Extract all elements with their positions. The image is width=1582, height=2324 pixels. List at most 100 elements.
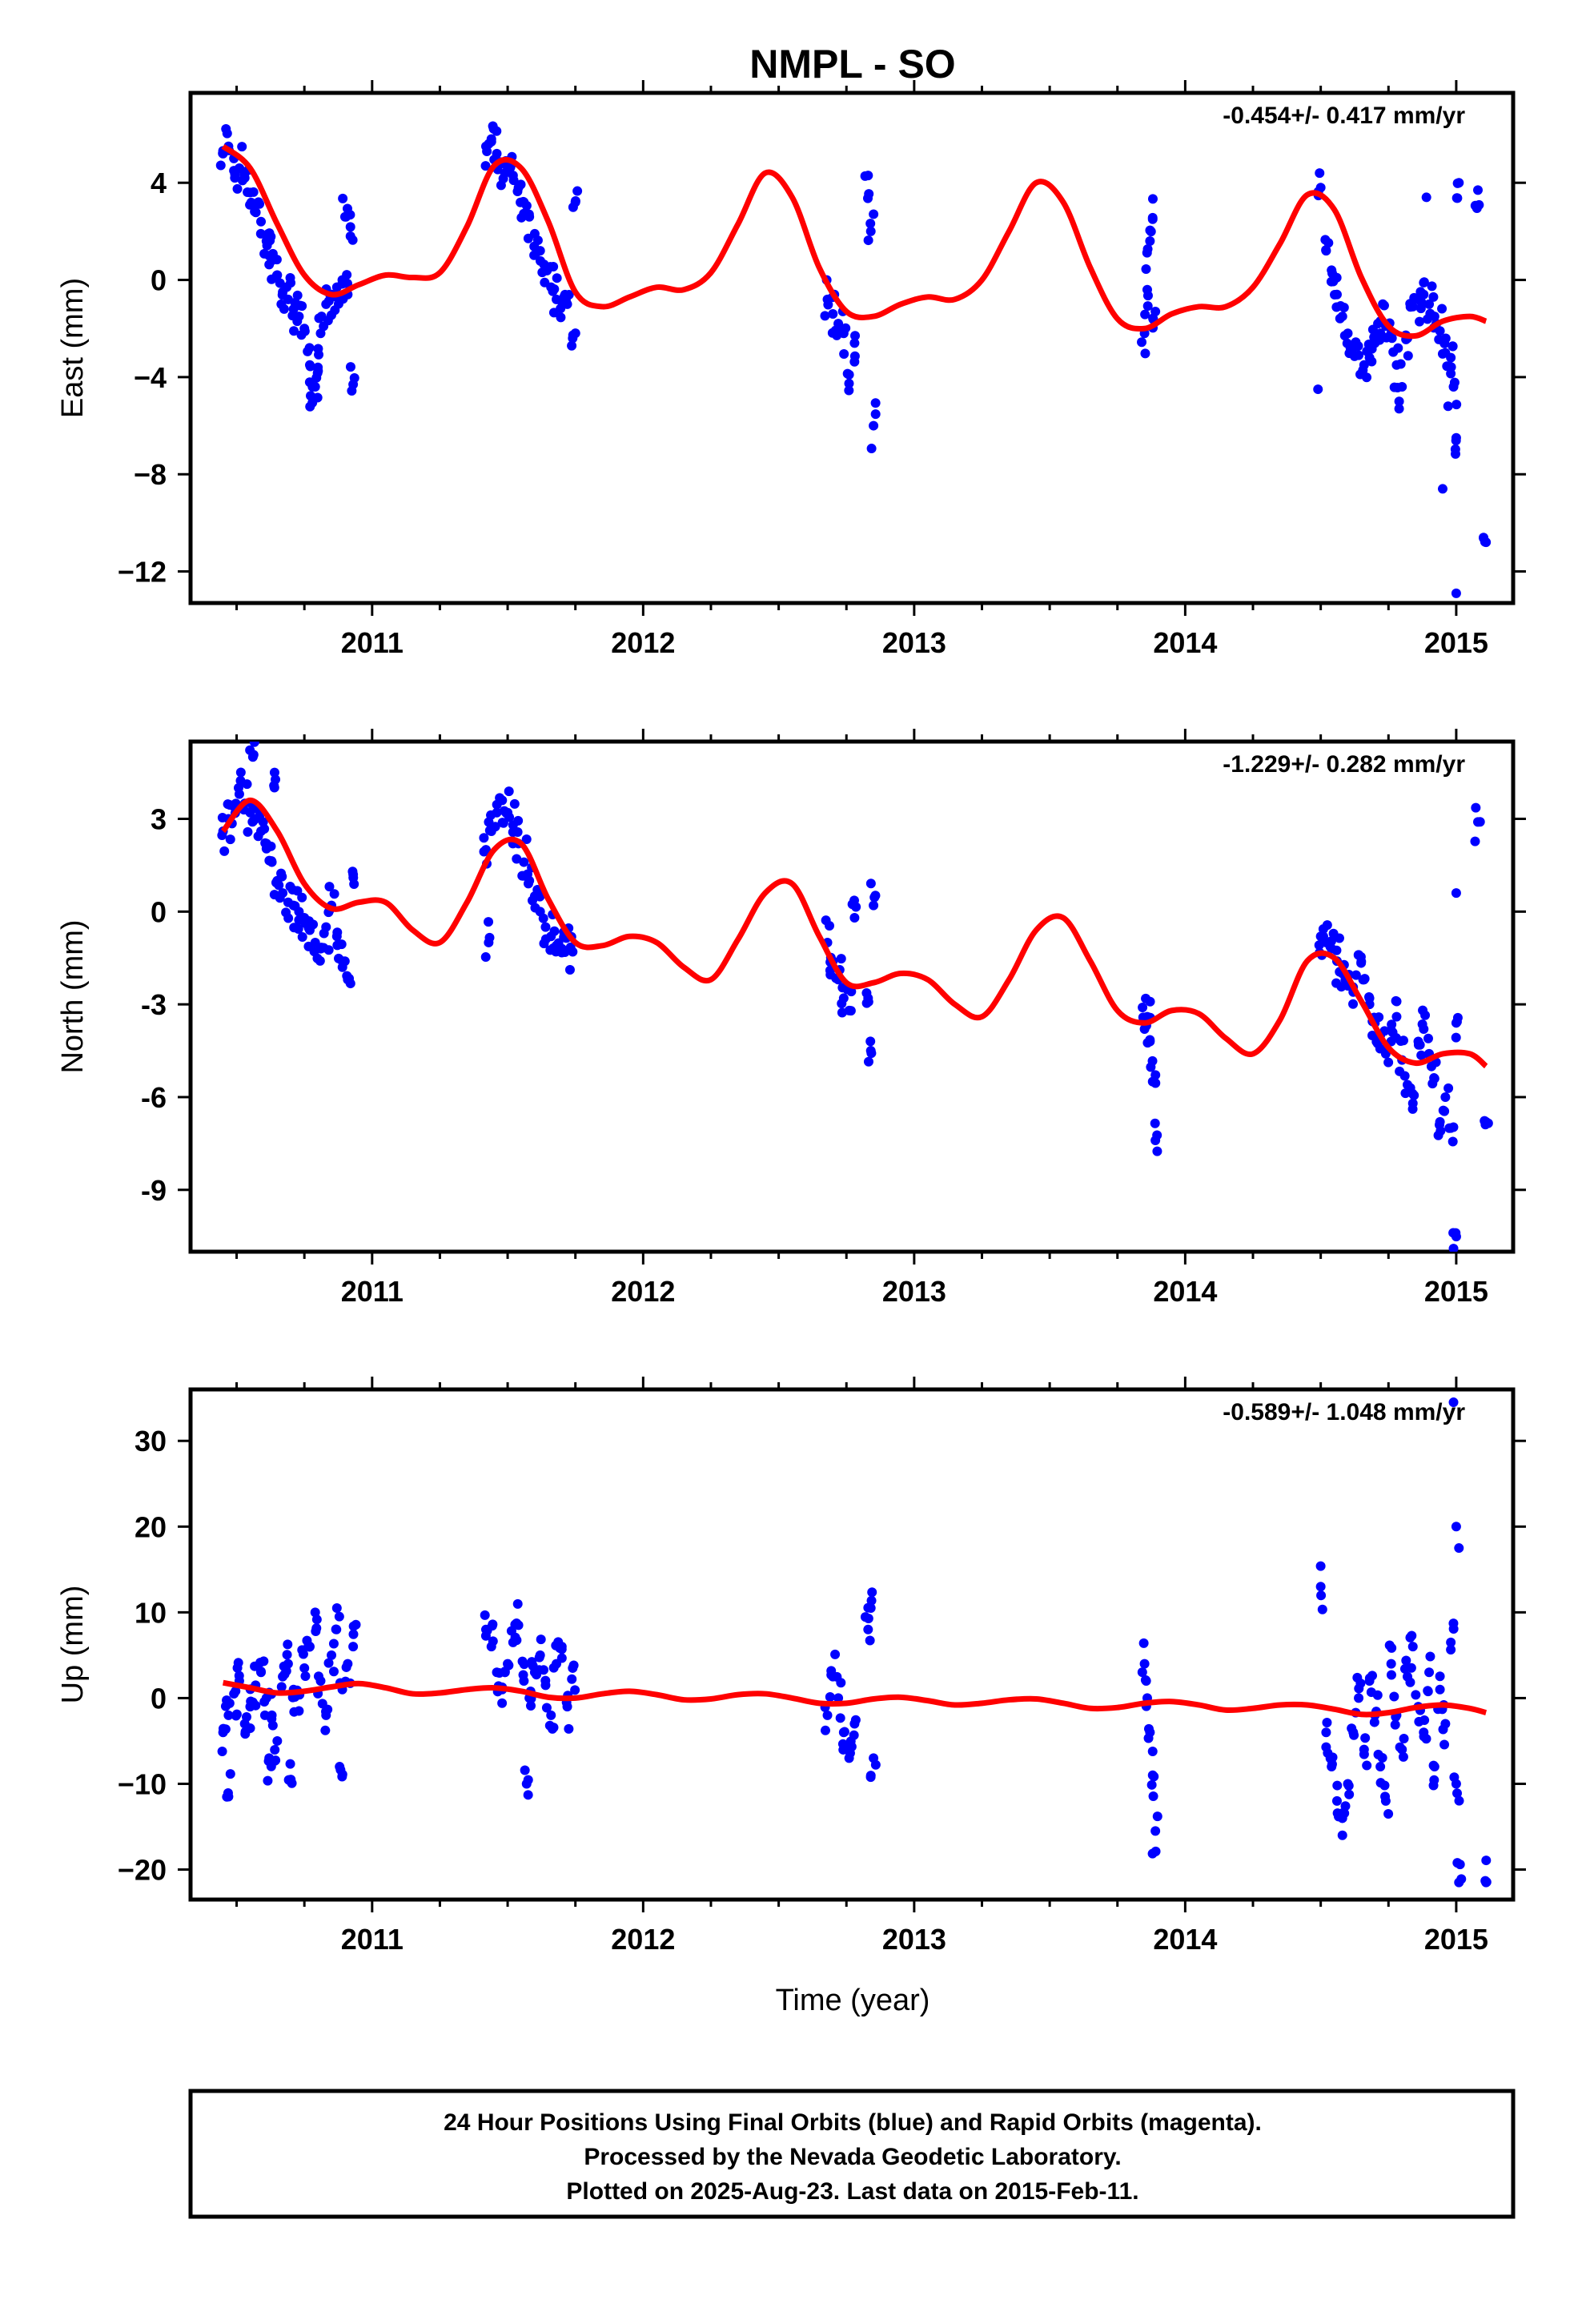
footer-line-2: Processed by the Nevada Geodetic Laborat…	[584, 2144, 1121, 2170]
up-data-point	[540, 1675, 551, 1686]
up-data-point	[1337, 1830, 1347, 1840]
up-data-point	[327, 1650, 337, 1660]
up-data-point	[1150, 1826, 1161, 1836]
up-data-point	[299, 1663, 310, 1673]
up-data-point	[231, 1686, 241, 1696]
east-data-point	[349, 373, 359, 384]
up-data-point	[548, 1663, 559, 1673]
north-data-point	[297, 892, 307, 903]
east-data-point	[1470, 200, 1480, 211]
up-data-point	[245, 1723, 255, 1734]
east-outlier-point	[1313, 384, 1323, 395]
east-data-point	[869, 420, 879, 431]
up-model-curve	[222, 1679, 1488, 1718]
north-data-point	[869, 900, 879, 911]
north-data-point	[315, 955, 325, 966]
north-x-tick-label: 2013	[882, 1275, 946, 1308]
east-data-point	[289, 326, 299, 336]
up-data-point	[488, 1636, 498, 1647]
up-data-point	[833, 1693, 844, 1703]
up-data-point	[334, 1611, 344, 1622]
up-data-point	[1340, 1801, 1351, 1811]
north-data-point	[851, 902, 861, 912]
up-data-point	[1315, 1582, 1326, 1592]
up-data-point	[480, 1630, 491, 1641]
north-data-point	[565, 942, 576, 952]
up-data-point	[1435, 1684, 1445, 1695]
up-data-point	[1428, 1760, 1439, 1771]
east-data-point	[524, 209, 534, 219]
up-y-tick-label: 30	[135, 1425, 167, 1458]
up-data-point	[251, 1700, 261, 1711]
up-data-point	[860, 1612, 870, 1622]
east-data-point	[1450, 444, 1460, 455]
east-data-point	[1330, 289, 1340, 300]
east-data-point	[1440, 333, 1451, 344]
up-data-point	[348, 1642, 359, 1652]
east-data-point	[264, 259, 275, 270]
north-data-point	[539, 939, 549, 949]
up-data-point	[1438, 1724, 1448, 1735]
up-data-point	[281, 1666, 291, 1676]
north-data-point	[323, 945, 334, 955]
north-data-point	[523, 879, 533, 889]
up-data-point	[830, 1649, 841, 1659]
east-y-tick-label: −4	[134, 361, 167, 394]
east-data-point	[1395, 359, 1406, 369]
north-data-point	[1427, 1079, 1438, 1089]
up-data-point	[850, 1715, 861, 1725]
up-data-point	[1379, 1780, 1390, 1791]
east-data-point	[1331, 272, 1342, 283]
north-data-point	[509, 798, 520, 809]
east-data-point	[567, 340, 577, 351]
up-data-point	[241, 1711, 251, 1722]
east-data-point	[844, 378, 854, 388]
east-data-point	[292, 290, 303, 300]
north-data-point	[1443, 1083, 1454, 1093]
east-data-point	[1335, 300, 1346, 311]
up-data-point	[539, 1665, 549, 1675]
up-data-point	[567, 1674, 577, 1684]
north-data-point	[332, 927, 343, 938]
north-data-point	[1145, 1035, 1155, 1045]
north-data-point	[235, 767, 246, 778]
east-data-point	[532, 235, 543, 246]
up-data-point	[331, 1624, 342, 1634]
east-data-point	[1428, 292, 1439, 302]
east-data-point	[1137, 337, 1147, 348]
north-data-point	[863, 1056, 873, 1067]
north-data-point	[281, 907, 291, 918]
east-data-point	[264, 228, 275, 239]
north-frame	[188, 739, 1516, 1254]
up-data-point	[1454, 1795, 1464, 1806]
east-data-point	[1339, 331, 1350, 341]
footer-frame	[188, 2089, 1516, 2219]
north-data-point	[336, 939, 347, 950]
up-data-point	[337, 1769, 347, 1779]
north-data-point	[538, 913, 548, 923]
north-model-curve	[220, 797, 1488, 1069]
north-data-point	[821, 915, 831, 926]
east-data-point	[866, 444, 877, 454]
up-data-point	[1452, 1788, 1463, 1799]
up-data-point	[500, 1667, 510, 1678]
up-rate-label: -0.589+/- 1.048 mm/yr	[1223, 1399, 1465, 1425]
up-data-point	[1449, 1772, 1460, 1783]
up-data-point	[234, 1671, 244, 1681]
north-data-point	[1351, 970, 1361, 980]
up-data-point	[1317, 1604, 1327, 1614]
up-data-point	[1424, 1667, 1435, 1678]
up-data-point	[867, 1587, 877, 1598]
up-data-point	[1439, 1739, 1450, 1750]
east-data-point	[849, 338, 860, 348]
north-x-tick-label: 2014	[1153, 1275, 1217, 1308]
north-data-point	[480, 952, 491, 963]
east-data-point	[248, 187, 259, 197]
up-data-point	[506, 1626, 516, 1636]
north-data-point	[1415, 1039, 1425, 1050]
north-data-point	[1417, 1019, 1427, 1029]
up-data-point	[1354, 1693, 1364, 1703]
north-data-point	[1326, 936, 1336, 947]
east-model-curve	[221, 143, 1488, 340]
up-frame	[188, 1387, 1516, 1902]
